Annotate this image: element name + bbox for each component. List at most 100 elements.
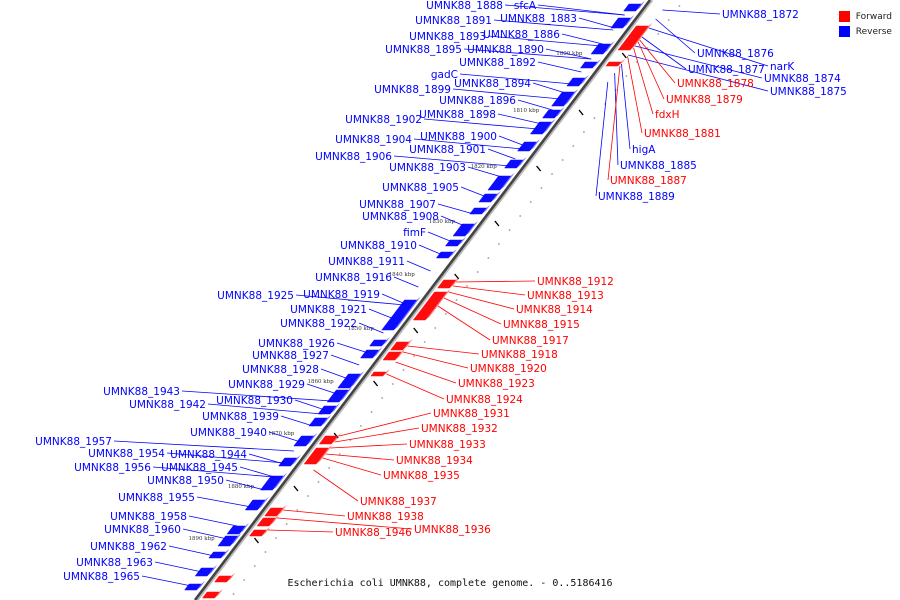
- reverse-gene-label: UMNK88_1906: [315, 151, 392, 163]
- guide-dot: [317, 481, 320, 483]
- reverse-gene-label: UMNK88_1883: [500, 13, 577, 25]
- gene-shade: [239, 523, 250, 534]
- gene-shade: [617, 59, 625, 66]
- connector-line: [443, 297, 502, 325]
- guide-dot: [508, 229, 511, 231]
- reverse-gene-label: UMNK88_1902: [345, 114, 422, 126]
- gene-shade: [393, 297, 421, 330]
- tick-label: 1810 kbp: [513, 108, 540, 114]
- gene-shade: [448, 249, 457, 258]
- reverse-gene-label: UMNK88_1894: [454, 78, 531, 90]
- guide-dot: [593, 117, 596, 119]
- connector-line: [517, 99, 553, 111]
- gene-shade: [229, 533, 242, 546]
- forward-gene-label: UMNK88_1937: [360, 496, 437, 508]
- reverse-gene-label: UMNK88_1889: [598, 191, 675, 203]
- gene-shade: [305, 433, 318, 446]
- reverse-gene-label: UMNK88_1927: [252, 350, 329, 362]
- reverse-gene-label: UMNK88_1901: [409, 144, 486, 156]
- guide-dot: [253, 565, 256, 567]
- gene-shade: [554, 107, 565, 118]
- connector-line: [295, 294, 405, 306]
- guide-dot: [423, 341, 426, 343]
- gene-shade: [529, 139, 541, 151]
- guide-dot: [466, 285, 469, 287]
- gene-shade: [481, 205, 491, 214]
- guide-dot: [275, 537, 277, 539]
- connector-line: [498, 135, 526, 147]
- guide-dot: [625, 75, 628, 77]
- connector-line: [662, 9, 721, 15]
- reverse-gene-label: UMNK88_1896: [439, 95, 516, 107]
- reverse-gene-label: UMNK88_1892: [459, 57, 536, 69]
- reverse-gene-label: UMNK88_1963: [76, 557, 153, 569]
- reverse-gene-label: UMNK88_1965: [63, 571, 140, 583]
- gene-shade: [331, 433, 342, 444]
- reverse-gene-label: UMNK88_1875: [770, 86, 847, 98]
- connector-line: [537, 61, 582, 73]
- gene-shade: [316, 445, 333, 464]
- tick-label: 1850 kbp: [348, 326, 375, 332]
- tick-label: 1860 kbp: [308, 379, 335, 385]
- guide-dot: [529, 201, 532, 203]
- gene-shade: [465, 221, 479, 236]
- gene-shade: [449, 277, 460, 288]
- tick-mark: [621, 52, 627, 59]
- connector-line: [628, 54, 769, 92]
- reverse-gene-label: UMNK88_1943: [103, 386, 180, 398]
- connector-line: [368, 308, 395, 320]
- gene-shade: [622, 15, 635, 28]
- connector-line: [294, 399, 326, 411]
- guide-dot: [328, 467, 330, 469]
- connector-line: [358, 322, 384, 334]
- connector-line: [627, 55, 643, 134]
- connector-line: [330, 443, 408, 449]
- gene-shade: [630, 33, 645, 50]
- reverse-gene-label: UMNK88_1872: [722, 9, 799, 21]
- forward-gene-label: UMNK88_1913: [527, 290, 604, 302]
- connector-line: [381, 293, 406, 305]
- forward-gene-label: UMNK88_1946: [335, 527, 412, 539]
- connector-line: [639, 39, 676, 84]
- guide-dot: [338, 453, 341, 455]
- guide-dot: [306, 495, 309, 497]
- connector-line: [561, 33, 603, 45]
- gene-shade: [320, 415, 332, 426]
- forward-gene-label: UMNK88_1915: [503, 319, 580, 331]
- guide-dot: [391, 383, 394, 385]
- reverse-gene-label: UMNK88_1916: [315, 272, 392, 284]
- reverse-gene-label: UMNK88_1958: [110, 511, 187, 523]
- reverse-gene-label: UMNK88_1911: [328, 256, 405, 268]
- forward-gene-label: UMNK88_1887: [610, 175, 687, 187]
- reverse-gene-label: narK: [770, 61, 795, 73]
- guide-dot: [657, 33, 660, 35]
- connector-line: [607, 65, 621, 181]
- forward-gene-label: UMNK88_1918: [481, 349, 558, 361]
- connector-line: [459, 73, 573, 85]
- connector-line: [339, 412, 432, 437]
- tick-label: 1890 kbp: [189, 536, 216, 542]
- gene-shade: [261, 527, 271, 536]
- gene-shade: [207, 565, 218, 576]
- reverse-gene-label: UMNK88_1907: [359, 199, 436, 211]
- gene-shade: [457, 237, 466, 246]
- connector-line: [614, 72, 619, 166]
- connector-line: [407, 345, 480, 355]
- tick-mark: [578, 109, 584, 116]
- reverse-gene-label: fimF: [403, 227, 426, 239]
- reverse-gene-label: UMNK88_1928: [242, 364, 319, 376]
- guide-dot: [402, 369, 405, 371]
- gene-shade: [542, 119, 556, 134]
- guide-dot: [646, 47, 649, 49]
- tick-label: 1820 kbp: [471, 164, 498, 170]
- forward-gene: [202, 591, 220, 599]
- reverse-gene-label: UMNK88_1954: [88, 448, 165, 460]
- gene-shade: [592, 59, 601, 68]
- connector-line: [402, 351, 469, 369]
- forward-gene-label: UMNK88_1878: [677, 78, 754, 90]
- guide-dot: [583, 131, 585, 133]
- guide-dot: [444, 313, 447, 315]
- connector-line: [532, 82, 566, 94]
- connector-line: [154, 561, 203, 573]
- guide-dot: [370, 411, 373, 413]
